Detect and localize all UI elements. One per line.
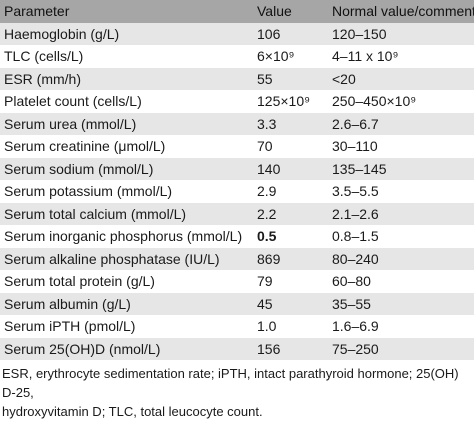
- value-cell: 0.5: [257, 228, 277, 244]
- parameter-cell: Serum total calcium (mmol/L): [4, 205, 187, 222]
- parameter-cell: Serum albumin (g/L): [4, 295, 131, 312]
- value-cell: 55: [257, 70, 273, 87]
- header-parameter: Parameter: [4, 3, 70, 19]
- parameter-cell: ESR (mm/h): [4, 70, 81, 87]
- normal-value-cell: 120–150: [332, 25, 387, 42]
- value-cell: 6×10⁹: [257, 48, 295, 64]
- normal-value-cell: 2.6–6.7: [332, 115, 379, 132]
- parameter-cell: Serum urea (mmol/L): [4, 115, 137, 132]
- normal-value-cell: 3.5–5.5: [332, 183, 379, 199]
- header-row: Parameter Value Normal value/comments: [0, 0, 474, 23]
- parameter-cell: Serum alkaline phosphatase (IU/L): [4, 250, 220, 267]
- header-normal-value: Normal value/comments: [332, 3, 474, 19]
- table-body: Haemoglobin (g/L) 106 120–150 TLC (cells…: [0, 22, 474, 360]
- value-cell: 140: [257, 160, 281, 177]
- table-row: TLC (cells/L) 6×10⁹ 4–11 x 10⁹: [0, 45, 474, 68]
- table-header: Parameter Value Normal value/comments: [0, 0, 474, 23]
- normal-value-cell: 30–110: [332, 138, 378, 154]
- value-cell: 3.3: [257, 115, 277, 132]
- normal-value-cell: 1.6–6.9: [332, 318, 379, 334]
- table-row: Haemoglobin (g/L) 106 120–150: [0, 22, 474, 45]
- parameter-cell: Serum total protein (g/L): [4, 273, 155, 289]
- parameter-cell: Haemoglobin (g/L): [4, 25, 120, 42]
- parameter-cell: TLC (cells/L): [4, 48, 84, 64]
- table-row: Serum total calcium (mmol/L) 2.2 2.1–2.6: [0, 202, 474, 225]
- normal-value-cell: 250–450×10⁹: [332, 93, 417, 109]
- table-row: Platelet count (cells/L) 125×10⁹ 250–450…: [0, 90, 474, 113]
- table-row: Serum 25(OH)D (nmol/L) 156 75–250: [0, 337, 474, 360]
- table-footnote: ESR, erythrocyte sedimentation rate; iPT…: [0, 360, 474, 421]
- table-row: Serum iPTH (pmol/L) 1.0 1.6–6.9: [0, 315, 474, 338]
- value-cell: 125×10⁹: [257, 93, 311, 109]
- value-cell: 156: [257, 340, 281, 357]
- parameter-cell: Serum iPTH (pmol/L): [4, 318, 136, 334]
- table-row: Serum sodium (mmol/L) 140 135–145: [0, 157, 474, 180]
- parameter-cell: Serum sodium (mmol/L): [4, 160, 154, 177]
- value-cell: 1.0: [257, 318, 277, 334]
- value-cell: 45: [257, 295, 273, 312]
- parameter-cell: Platelet count (cells/L): [4, 93, 142, 109]
- normal-value-cell: 2.1–2.6: [332, 205, 379, 222]
- value-cell: 106: [257, 25, 281, 42]
- table-row: ESR (mm/h) 55 <20: [0, 67, 474, 90]
- normal-value-cell: 75–250: [332, 340, 379, 357]
- value-cell: 79: [257, 273, 273, 289]
- value-cell: 869: [257, 250, 281, 267]
- table-row: Serum total protein (g/L) 79 60–80: [0, 270, 474, 293]
- value-cell: 2.9: [257, 183, 277, 199]
- footnote-line: ESR, erythrocyte sedimentation rate; iPT…: [2, 366, 459, 400]
- normal-value-cell: 4–11 x 10⁹: [332, 48, 399, 64]
- table-row: Serum alkaline phosphatase (IU/L) 869 80…: [0, 247, 474, 270]
- normal-value-cell: 35–55: [332, 295, 371, 312]
- parameter-cell: Serum potassium (mmol/L): [4, 183, 173, 199]
- parameter-cell: Serum 25(OH)D (nmol/L): [4, 340, 161, 357]
- header-value: Value: [257, 3, 292, 19]
- normal-value-cell: <20: [332, 70, 356, 87]
- table-row: Serum potassium (mmol/L) 2.9 3.5–5.5: [0, 180, 474, 203]
- normal-value-cell: 135–145: [332, 160, 387, 177]
- normal-value-cell: 80–240: [332, 250, 379, 267]
- table-row: Serum albumin (g/L) 45 35–55: [0, 292, 474, 315]
- normal-value-cell: 60–80: [332, 273, 371, 289]
- footnote-line: hydroxyvitamin D; TLC, total leucocyte c…: [2, 404, 263, 419]
- lab-results-table: Parameter Value Normal value/comments Ha…: [0, 0, 474, 360]
- normal-value-cell: 0.8–1.5: [332, 228, 379, 244]
- table-row: Serum urea (mmol/L) 3.3 2.6–6.7: [0, 112, 474, 135]
- parameter-cell: Serum creatinine (μmol/L): [4, 138, 166, 154]
- parameter-cell: Serum inorganic phosphorus (mmol/L): [4, 228, 243, 244]
- value-cell: 2.2: [257, 205, 277, 222]
- value-cell: 70: [257, 138, 273, 154]
- table-row: Serum inorganic phosphorus (mmol/L) 0.5 …: [0, 225, 474, 248]
- table-row: Serum creatinine (μmol/L) 70 30–110: [0, 135, 474, 158]
